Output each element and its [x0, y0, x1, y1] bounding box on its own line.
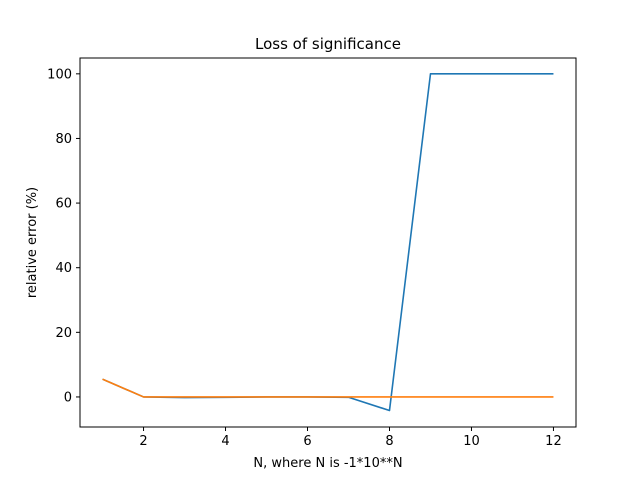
x-tick-label: 2	[139, 434, 147, 449]
chart-title: Loss of significance	[255, 35, 401, 53]
y-tick-label: 40	[55, 261, 72, 276]
y-axis-label: relative error (%)	[25, 187, 40, 298]
x-tick-label: 6	[303, 434, 311, 449]
x-axis-label: N, where N is -1*10**N	[253, 456, 402, 471]
x-tick-label: 4	[221, 434, 229, 449]
y-tick-label: 0	[64, 390, 72, 405]
x-tick-label: 10	[463, 434, 480, 449]
y-tick-label: 100	[47, 67, 72, 82]
x-tick-label: 8	[385, 434, 393, 449]
y-tick-label: 20	[55, 326, 72, 341]
y-tick-label: 80	[55, 132, 72, 147]
y-tick-label: 60	[55, 197, 72, 212]
x-tick-label: 12	[545, 434, 562, 449]
